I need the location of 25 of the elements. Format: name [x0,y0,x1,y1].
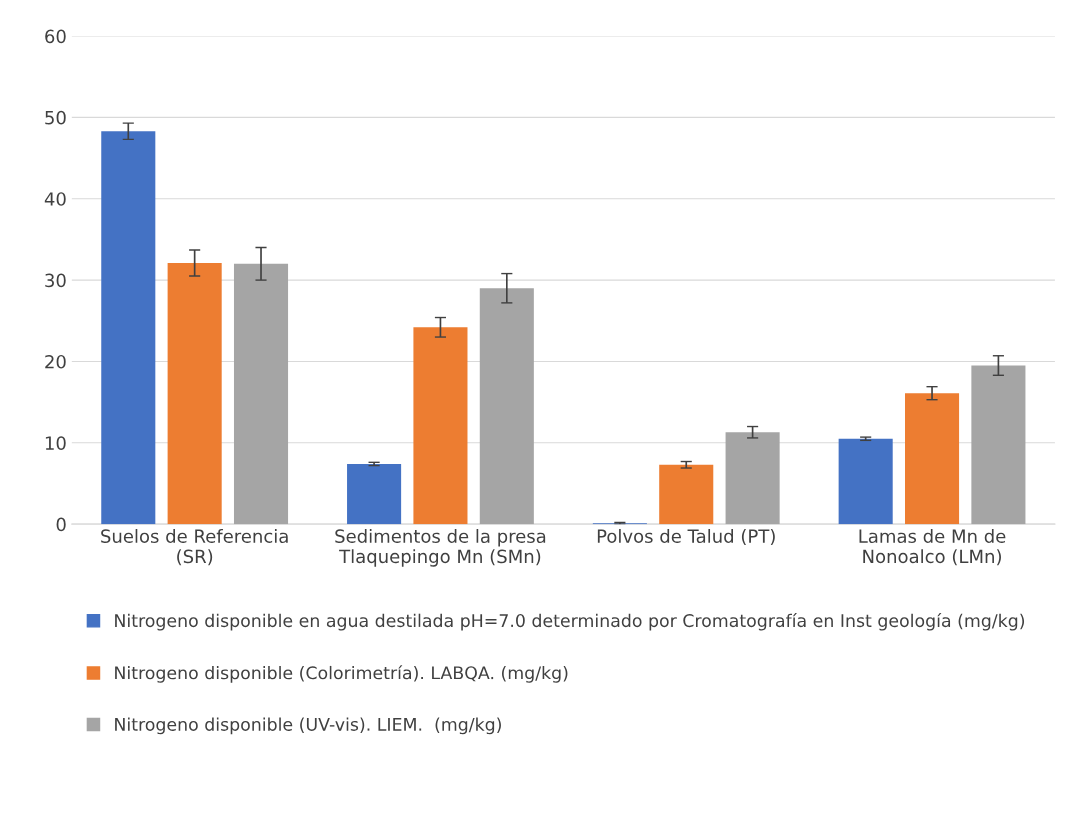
bar [233,263,289,525]
bar [725,432,780,525]
y-tick-label: 30 [45,273,66,288]
bar [347,463,402,525]
bar [413,327,468,525]
bar [479,288,534,525]
y-tick-label: 40 [44,192,66,206]
y-tick-label: 60 [45,29,66,44]
y-tick-label: 20 [45,354,66,369]
legend-label: Nitrogeno disponible en agua destilada pH=7.0 determinado por Cromatografía en Inst geología (mg/kg) [115,613,1025,631]
bar [167,263,222,525]
x-tick-label: Lamas de Mn de Nonoalco (LMn) [859,529,1006,566]
legend-label: Nitrogeno disponible (Colorimetría). LABQA. (mg/kg) [115,665,568,683]
x-tick-label: Polvos de Talud (PT) [597,529,775,546]
bar [905,393,960,525]
bar [659,464,714,525]
y-tick-label: 10 [45,436,66,450]
y-tick-label: 50 [45,110,66,125]
x-tick-label: Sedimentos de la presa Tlaquepingo Mn (SMn) [335,529,546,567]
y-tick-label: 0 [56,517,66,532]
bar [838,438,893,525]
x-tick-label: Suelos de Referencia (SR) [101,529,288,566]
bar [101,131,156,525]
bar [971,365,1026,525]
legend-label: Nitrogeno disponible (UV-vis). LIEM. (mg/kg) [115,717,501,735]
